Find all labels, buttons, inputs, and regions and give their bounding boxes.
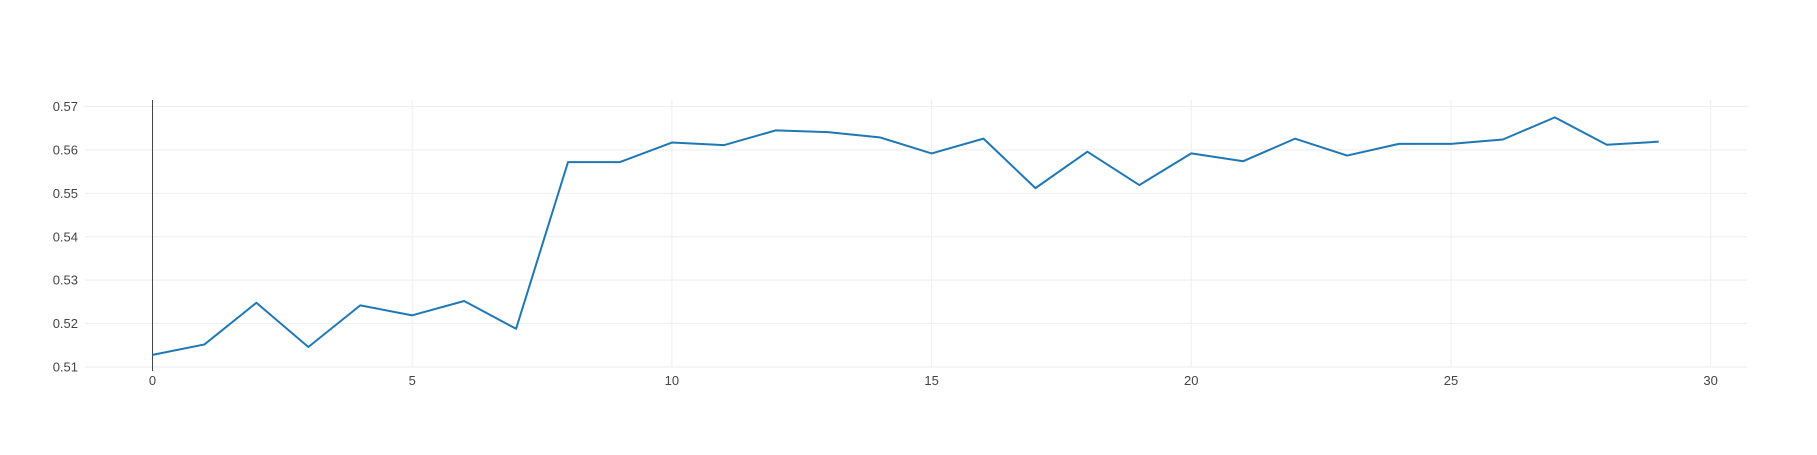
- tick-labels: 0.51 0.52 0.53 0.54 0.55 0.56 0.57 0 5 10 15 20 25 30: [53, 99, 1718, 388]
- y-tick-label: 0.51: [53, 360, 78, 375]
- data-point: [566, 160, 570, 164]
- data-point: [1345, 154, 1349, 158]
- data-point: [1137, 183, 1141, 187]
- data-point: [410, 313, 414, 317]
- x-tick-label: 0: [149, 373, 156, 388]
- data-point: [878, 135, 882, 139]
- data-point: [306, 345, 310, 349]
- data-point: [1449, 142, 1453, 146]
- data-point: [1033, 186, 1037, 190]
- y-tick-label: 0.54: [53, 229, 78, 244]
- data-point: [151, 353, 155, 357]
- x-tick-label: 10: [665, 373, 679, 388]
- data-point: [930, 151, 934, 155]
- x-tick-label: 15: [924, 373, 938, 388]
- series-layer: [151, 115, 1661, 357]
- series-line: [152, 116, 1659, 356]
- x-tick-label: 25: [1444, 373, 1458, 388]
- data-point: [670, 141, 674, 145]
- data-point: [462, 299, 466, 303]
- y-tick-label: 0.53: [53, 273, 78, 288]
- data-point: [1605, 143, 1609, 147]
- data-point: [254, 301, 258, 305]
- data-point: [1501, 138, 1505, 142]
- data-point: [722, 143, 726, 147]
- data-point: [826, 130, 830, 134]
- data-point: [1293, 137, 1297, 141]
- data-point: [514, 327, 518, 331]
- y-tick-label: 0.57: [53, 99, 78, 114]
- data-point: [982, 137, 986, 141]
- data-point: [1085, 150, 1089, 154]
- x-tick-label: 5: [409, 373, 416, 388]
- data-point: [1189, 151, 1193, 155]
- y-tick-label: 0.56: [53, 142, 78, 157]
- x-tick-label: 20: [1184, 373, 1198, 388]
- data-point: [774, 128, 778, 132]
- data-point: [358, 303, 362, 307]
- x-tick-label: 30: [1703, 373, 1717, 388]
- data-point: [1553, 115, 1557, 119]
- y-tick-label: 0.52: [53, 316, 78, 331]
- data-point: [1657, 140, 1661, 144]
- data-point: [618, 160, 622, 164]
- data-point: [202, 342, 206, 346]
- y-tick-label: 0.55: [53, 186, 78, 201]
- data-point: [1397, 142, 1401, 146]
- data-point: [1241, 159, 1245, 163]
